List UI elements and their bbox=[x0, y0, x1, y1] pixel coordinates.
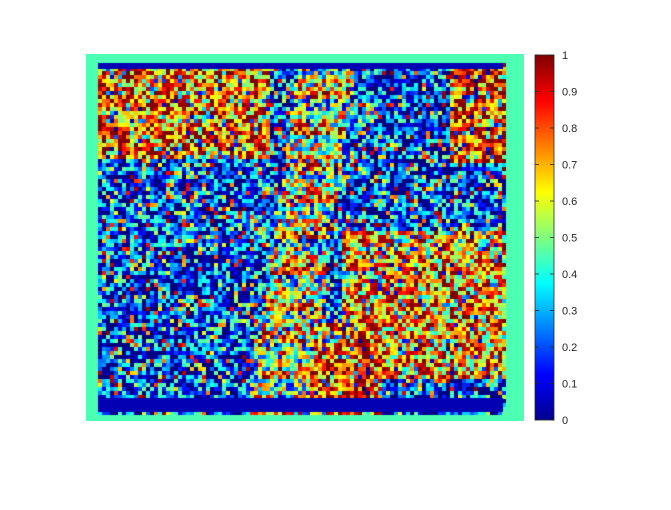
colorbar-tick-label: 0.3 bbox=[562, 306, 577, 318]
colorbar-ticks: 0 0.1 0.2 0.3 0.4 0.5 0.6 0.7 0.8 0.9 1 bbox=[535, 50, 577, 427]
colorbar-tick-label: 0.9 bbox=[562, 87, 577, 99]
heatmap-raster bbox=[86, 54, 524, 421]
colorbar: 0 0.1 0.2 0.3 0.4 0.5 0.6 0.7 0.8 0.9 1 bbox=[534, 50, 577, 427]
colorbar-tick-label: 0.5 bbox=[562, 233, 577, 245]
colorbar-tick-label: 1 bbox=[562, 50, 568, 62]
colorbar-tick-label: 0 bbox=[562, 415, 568, 427]
colorbar-tick-label: 0.6 bbox=[562, 196, 577, 208]
colorbar-tick-label: 0.2 bbox=[562, 342, 577, 354]
colorbar-tick-label: 0.1 bbox=[562, 379, 577, 391]
colorbar-tick-label: 0.7 bbox=[562, 160, 577, 172]
heatmap-image bbox=[86, 54, 524, 421]
colorbar-tick-label: 0.4 bbox=[562, 269, 577, 281]
colorbar-tick-label: 0.8 bbox=[562, 123, 577, 135]
